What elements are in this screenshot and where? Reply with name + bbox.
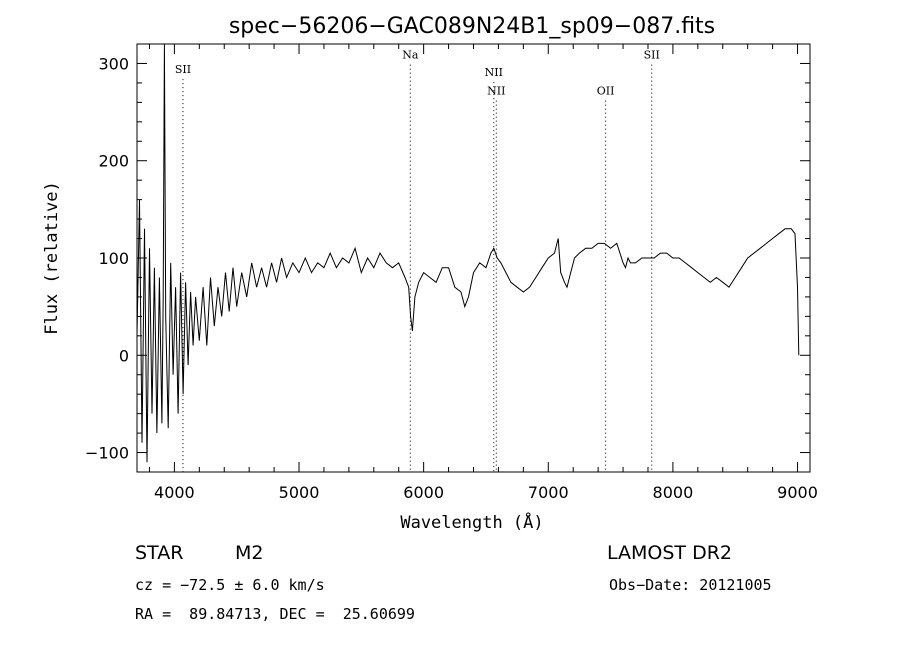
chart-title: spec−56206−GAC089N24B1_sp09−087.fits bbox=[229, 14, 715, 39]
y-axis: −100 0 100 200 300 bbox=[85, 54, 810, 463]
annotation-label: SII bbox=[644, 49, 660, 62]
x-tick-label: 5000 bbox=[279, 483, 320, 502]
spectrum-line bbox=[137, 44, 800, 463]
annotation-label: OII bbox=[597, 85, 615, 98]
coordinates-text: RA = 89.84713, DEC = 25.60699 bbox=[135, 605, 415, 623]
x-tick-label: 9000 bbox=[777, 483, 818, 502]
x-axis-label: Wavelength (Å) bbox=[400, 511, 543, 533]
y-tick-label: 300 bbox=[98, 54, 129, 73]
line-annotations: SII Na NII NII OII SII bbox=[175, 49, 660, 472]
annotation-label: NII bbox=[487, 85, 505, 98]
x-tick-label: 7000 bbox=[528, 483, 569, 502]
x-tick-label: 4000 bbox=[154, 483, 195, 502]
y-tick-label: 200 bbox=[98, 152, 129, 171]
annotation-label: NII bbox=[485, 66, 503, 79]
survey-label: LAMOST DR2 bbox=[607, 542, 732, 564]
annotation-label: Na bbox=[402, 49, 419, 62]
y-tick-label: 100 bbox=[98, 249, 129, 268]
y-tick-label: 0 bbox=[119, 346, 129, 365]
annotation-label: SII bbox=[175, 63, 191, 76]
x-tick-label: 6000 bbox=[403, 483, 444, 502]
x-axis: 4000 5000 6000 7000 8000 9000 bbox=[148, 44, 818, 502]
plot-frame bbox=[136, 43, 811, 473]
object-class: STAR bbox=[135, 542, 183, 564]
y-axis-label: Flux (relative) bbox=[42, 181, 62, 335]
redshift-text: cz = −72.5 ± 6.0 km/s bbox=[135, 576, 325, 594]
y-tick-label: −100 bbox=[85, 444, 129, 463]
x-tick-label: 8000 bbox=[653, 483, 694, 502]
object-subclass: M2 bbox=[235, 542, 263, 564]
obs-date-text: Obs−Date: 20121005 bbox=[609, 576, 772, 594]
